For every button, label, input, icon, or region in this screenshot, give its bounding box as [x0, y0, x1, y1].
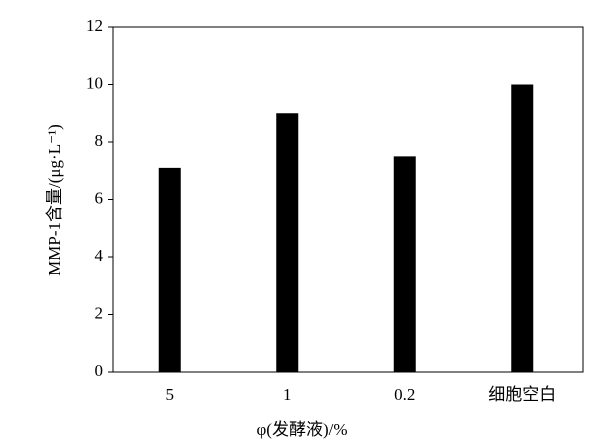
bar — [511, 84, 534, 372]
x-tick-label: 1 — [283, 385, 292, 404]
y-axis-label: MMP-1含量/(μg·L⁻¹) — [45, 124, 64, 276]
x-tick-label: 0.2 — [394, 385, 415, 404]
y-tick-label: 10 — [86, 73, 103, 92]
y-tick-label: 0 — [95, 361, 104, 380]
y-tick-label: 2 — [95, 303, 104, 322]
y-tick-label: 8 — [95, 131, 104, 150]
y-tick-label: 6 — [95, 188, 104, 207]
bar — [158, 167, 181, 372]
x-tick-label: 细胞空白 — [488, 385, 556, 404]
y-tick-label: 12 — [86, 16, 103, 35]
x-axis-label: φ(发酵液)/% — [256, 420, 347, 439]
x-tick-label: 5 — [166, 385, 175, 404]
bar — [276, 113, 299, 372]
bar — [393, 156, 416, 372]
y-tick-label: 4 — [95, 246, 104, 265]
